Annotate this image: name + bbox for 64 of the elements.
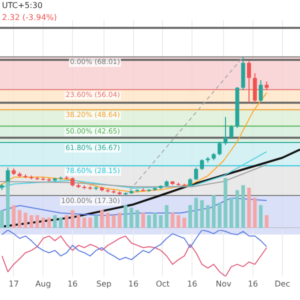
- bar: [212, 195, 216, 228]
- bar: [58, 218, 63, 228]
- bar: [76, 215, 80, 228]
- bar: [170, 212, 174, 228]
- bar: [158, 215, 163, 228]
- bar: [53, 215, 57, 228]
- x-tick-label: 16: [67, 279, 78, 288]
- bar: [164, 205, 168, 228]
- bar: [230, 198, 234, 228]
- candlestick: [252, 72, 257, 104]
- bar: [258, 205, 263, 228]
- bar: [241, 185, 245, 228]
- x-tick-label: 17: [8, 279, 19, 288]
- x-tick-label: Oct: [156, 279, 170, 288]
- bar: [247, 188, 251, 228]
- bar: [147, 215, 151, 228]
- annotation: 2.32 (-3.94%): [2, 13, 57, 22]
- bar: [130, 208, 134, 228]
- x-tick-label: Sep: [96, 279, 112, 288]
- candlestick: [70, 176, 75, 187]
- bar: [70, 210, 74, 228]
- bar: [100, 210, 104, 228]
- bar: [194, 198, 198, 228]
- bar: [18, 210, 22, 228]
- bar: [88, 218, 92, 228]
- candlestick: [200, 158, 204, 171]
- bar: [35, 215, 40, 228]
- bar: [235, 190, 240, 228]
- bar: [200, 200, 204, 228]
- bar: [12, 205, 16, 228]
- bar: [206, 205, 210, 228]
- bar: [94, 215, 98, 228]
- bar: [253, 198, 257, 228]
- candlestick: [229, 124, 234, 140]
- bar: [224, 178, 228, 228]
- candlestick: [247, 60, 252, 104]
- bar: [218, 202, 222, 228]
- bar: [153, 212, 157, 228]
- bar: [188, 205, 192, 228]
- bar: [135, 210, 140, 228]
- x-tick-label: 16: [128, 279, 138, 288]
- bar: [41, 218, 45, 228]
- x-tick-label: Nov: [216, 279, 232, 288]
- bar: [64, 215, 68, 228]
- bar: [141, 212, 145, 228]
- x-tick-label: 16: [248, 279, 258, 288]
- bar: [0, 210, 4, 228]
- bar: [124, 205, 128, 228]
- bar: [182, 218, 186, 228]
- x-tick-label: 16: [187, 279, 198, 288]
- bar: [47, 218, 51, 228]
- text: UTC+5:30: [2, 1, 43, 10]
- x-tick-label: Aug: [35, 279, 51, 288]
- bar: [106, 212, 110, 228]
- bar: [112, 215, 116, 228]
- bar: [118, 212, 122, 228]
- candlestick: [194, 167, 198, 180]
- bar: [30, 215, 34, 228]
- bar: [82, 218, 86, 228]
- bar: [264, 215, 268, 228]
- candlestick: [258, 80, 263, 102]
- bar: [176, 215, 180, 228]
- bar: [24, 212, 28, 228]
- x-tick-label: Dec: [274, 279, 290, 288]
